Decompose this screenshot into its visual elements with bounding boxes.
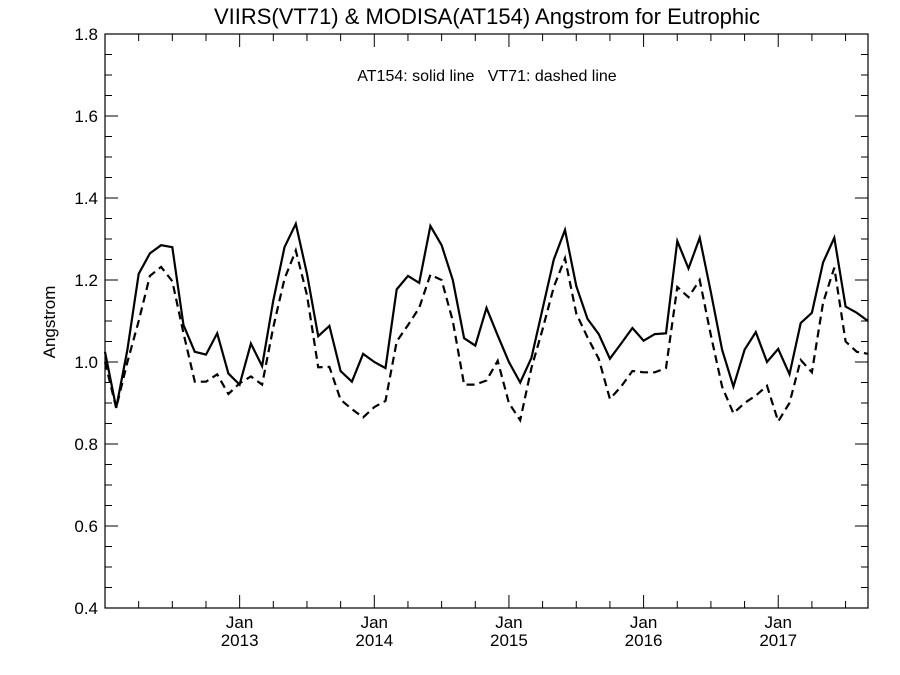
x-tick-label-year: 2013 (221, 631, 259, 650)
y-axis-label: Angstrom (40, 286, 59, 359)
chart-title: VIIRS(VT71) & MODISA(AT154) Angstrom for… (214, 4, 760, 29)
y-tick-label: 0.4 (74, 599, 98, 618)
y-tick-label: 1.4 (74, 189, 98, 208)
x-tick-label-month: Jan (226, 613, 253, 632)
y-tick-label: 0.6 (74, 517, 98, 536)
x-tick-label-month: Jan (495, 613, 522, 632)
series-legend-annotation: AT154: solid line VT71: dashed line (357, 68, 617, 85)
series-line-at154 (103, 220, 869, 409)
x-tick-label-year: 2014 (355, 631, 393, 650)
x-tick-label-year: 2015 (490, 631, 528, 650)
y-tick-label: 1.2 (74, 271, 98, 290)
data-lines (103, 220, 869, 425)
x-tick-label-year: 2016 (625, 631, 663, 650)
x-tick-label-month: Jan (765, 613, 792, 632)
y-tick-label: 0.8 (74, 435, 98, 454)
x-tick-label-year: 2017 (759, 631, 797, 650)
plot-frame (104, 33, 869, 609)
y-tick-label: 1.8 (74, 25, 98, 44)
series-line-vt71 (103, 246, 869, 425)
x-tick-label-month: Jan (630, 613, 657, 632)
x-tick-label-month: Jan (361, 613, 388, 632)
y-tick-label: 1.6 (74, 107, 98, 126)
y-tick-label: 1.0 (74, 353, 98, 372)
axis-ticks: 0.40.60.81.01.21.41.61.8Jan2013Jan2014Ja… (74, 25, 868, 650)
